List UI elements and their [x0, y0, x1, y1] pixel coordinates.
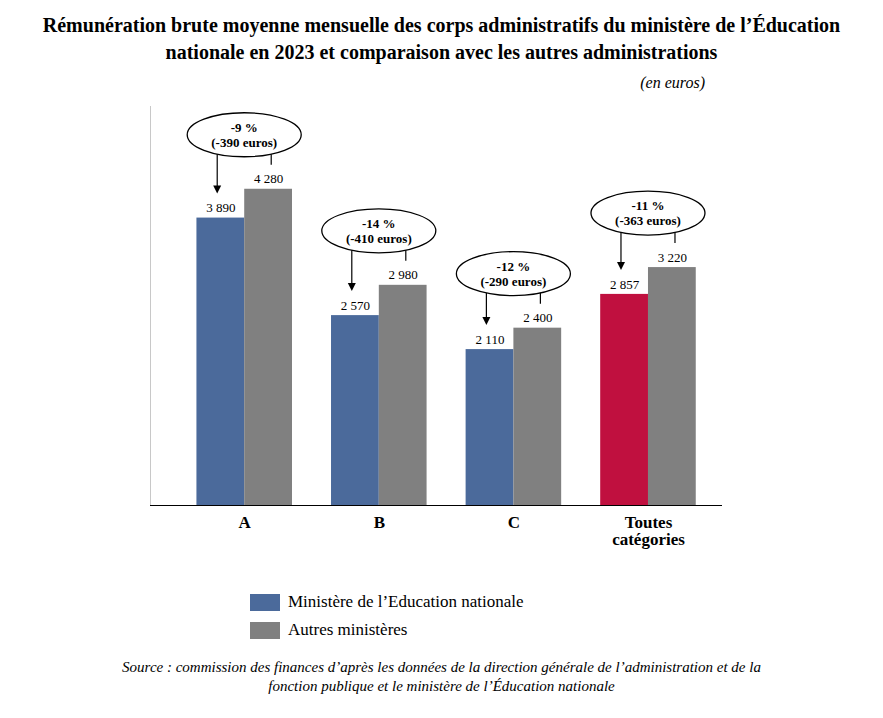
svg-text:-11 %: -11 % — [632, 198, 665, 213]
svg-text:(-363 euros): (-363 euros) — [615, 213, 681, 228]
svg-text:-12 %: -12 % — [497, 259, 531, 274]
svg-text:2 570: 2 570 — [341, 298, 370, 313]
svg-text:3 220: 3 220 — [658, 250, 687, 265]
svg-text:-9 %: -9 % — [231, 120, 258, 135]
svg-text:-14 %: -14 % — [362, 216, 396, 231]
svg-text:(-410 euros): (-410 euros) — [346, 231, 412, 246]
svg-text:A: A — [239, 513, 252, 532]
svg-text:(-290 euros): (-290 euros) — [480, 274, 546, 289]
svg-text:2 400: 2 400 — [523, 310, 552, 325]
svg-text:2 980: 2 980 — [389, 267, 418, 282]
svg-text:(-390 euros): (-390 euros) — [211, 135, 277, 150]
html-text:Autres ministères: Autres ministères — [288, 620, 408, 639]
svg-text:2 857: 2 857 — [610, 277, 640, 292]
svg-text:4 280: 4 280 — [254, 171, 283, 186]
svg-text:2 110: 2 110 — [476, 332, 505, 347]
svg-text:B: B — [374, 513, 385, 532]
svg-text:C: C — [508, 513, 520, 532]
svg-text:3 890: 3 890 — [206, 200, 235, 215]
html-text:Ministère de l’Education natio: Ministère de l’Education nationale — [288, 592, 524, 611]
html-text:(en euros): (en euros) — [640, 74, 705, 91]
html-text:Rémunération brute moyenne men: Rémunération brute moyenne mensuelle des… — [42, 14, 841, 63]
svg-text:Toutescatégories: Toutescatégories — [612, 513, 685, 549]
html-text:Source : commission des financ: Source : commission des finances d’après… — [122, 659, 761, 694]
